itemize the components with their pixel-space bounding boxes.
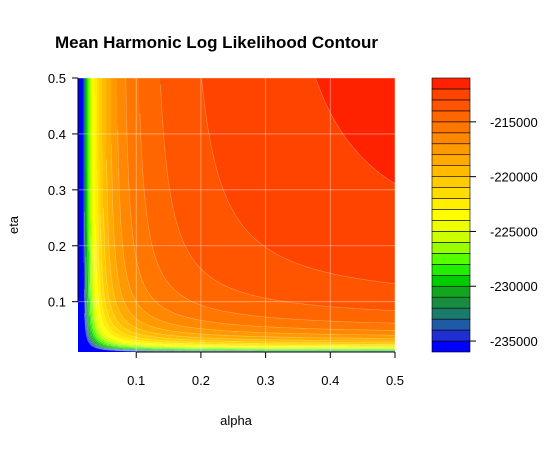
chart-title: Mean Harmonic Log Likelihood Contour xyxy=(55,33,378,52)
x-tick-label: 0.1 xyxy=(127,373,145,388)
contour-line xyxy=(110,144,395,339)
legend-tick-label: -220000 xyxy=(490,170,538,185)
legend-swatch xyxy=(431,77,471,90)
contour-line xyxy=(201,79,395,284)
x-tick-label: 0.5 xyxy=(386,373,404,388)
legend-swatch xyxy=(431,132,471,145)
x-axis-label: alpha xyxy=(220,413,253,428)
legend-swatch xyxy=(431,99,471,112)
legend-swatch xyxy=(431,274,471,287)
contour-line xyxy=(106,160,395,342)
legend-swatch xyxy=(431,88,471,101)
contour-line xyxy=(99,213,395,345)
contour-line xyxy=(91,248,395,349)
legend-swatch xyxy=(431,296,471,309)
contour-lines xyxy=(84,78,395,352)
legend-tick-label: -230000 xyxy=(490,279,538,294)
legend-tick-label: -225000 xyxy=(490,224,538,239)
contour-line xyxy=(95,223,395,347)
y-tick-label: 0.5 xyxy=(48,71,66,86)
y-tick-label: 0.4 xyxy=(48,127,66,142)
x-tick-label: 0.3 xyxy=(257,373,275,388)
y-axis: 0.1 0.2 0.3 0.4 0.5 xyxy=(48,71,79,310)
x-tick-label: 0.4 xyxy=(321,373,339,388)
contour-line xyxy=(315,78,395,185)
contour-line xyxy=(85,301,395,352)
y-tick-label: 0.3 xyxy=(48,183,66,198)
legend-swatch xyxy=(431,231,471,243)
legend-swatch xyxy=(431,176,471,188)
contour-line xyxy=(88,284,395,351)
legend-swatch xyxy=(431,253,471,265)
contour-fill xyxy=(78,78,395,352)
legend-tick-label: -235000 xyxy=(490,334,538,349)
x-tick-label: 0.2 xyxy=(192,373,210,388)
contour-line xyxy=(88,188,395,350)
legend-swatch xyxy=(431,165,471,177)
x-axis: 0.1 0.2 0.3 0.4 0.5 xyxy=(127,351,404,388)
color-legend: -215000 -220000 -225000 -230000 -235000 xyxy=(431,77,538,353)
legend-swatch xyxy=(431,187,471,199)
contour-line xyxy=(87,249,395,351)
legend-swatch xyxy=(431,340,471,353)
y-axis-label: eta xyxy=(6,215,21,234)
y-tick-label: 0.1 xyxy=(48,295,66,310)
contour-line xyxy=(96,170,395,346)
contour-fill-image xyxy=(78,78,395,352)
contour-line xyxy=(117,129,395,336)
contour-line xyxy=(93,244,395,348)
legend-swatch xyxy=(431,209,471,221)
legend-swatch xyxy=(431,329,471,342)
legend-swatch xyxy=(431,307,471,320)
title-overflow-mask xyxy=(413,20,550,60)
legend-swatch xyxy=(431,318,471,331)
contour-line xyxy=(125,78,395,331)
legend-swatch xyxy=(431,154,471,166)
legend-swatch xyxy=(431,264,471,276)
contour-line xyxy=(160,84,395,311)
contour-line xyxy=(90,237,395,350)
contour-line xyxy=(103,208,395,344)
contour-line xyxy=(87,298,395,352)
legend-swatch xyxy=(431,110,471,123)
contour-line xyxy=(139,113,395,324)
grid-lines xyxy=(78,78,395,352)
legend-swatch xyxy=(431,242,471,254)
legend-swatch xyxy=(431,285,471,298)
legend-swatch xyxy=(431,220,471,232)
legend-swatch xyxy=(431,198,471,210)
legend-swatch xyxy=(431,143,471,156)
legend-swatch xyxy=(431,121,471,134)
y-tick-label: 0.2 xyxy=(48,239,66,254)
legend-tick-label: -215000 xyxy=(490,115,538,130)
contour-line xyxy=(85,256,395,352)
